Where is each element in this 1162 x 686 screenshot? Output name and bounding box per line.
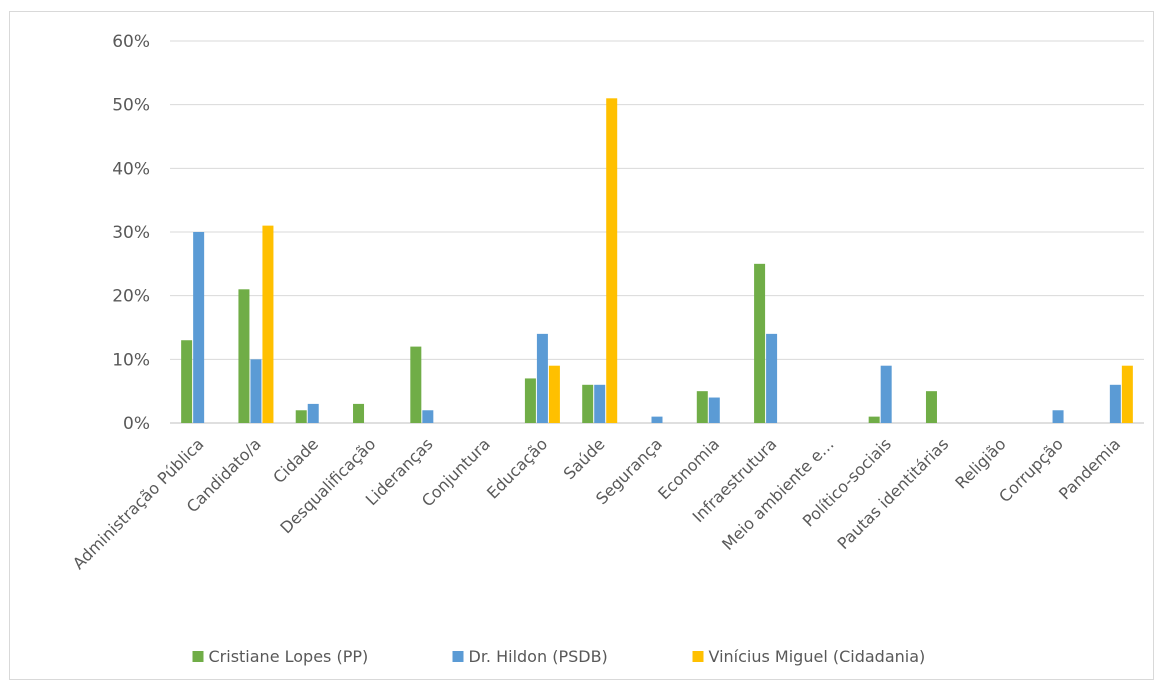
bar — [1121, 365, 1133, 423]
bar — [353, 403, 365, 423]
legend-label: Dr. Hildon (PSDB) — [469, 647, 608, 666]
bar — [651, 416, 663, 423]
bar — [307, 403, 319, 423]
bar — [582, 384, 594, 423]
legend-swatch — [452, 651, 464, 662]
x-tick-label: Religião — [951, 434, 1009, 492]
legend: Cristiane Lopes (PP) Dr. Hildon (PSDB) Vin… — [192, 647, 926, 666]
legend-swatch — [192, 651, 204, 662]
x-tick-label: Pandemia — [1055, 434, 1124, 503]
bar — [422, 410, 434, 423]
y-axis: 0% 10% 20% 30% 40% 50% 60% — [112, 32, 150, 434]
x-tick-label: Educação — [483, 434, 551, 502]
x-tick-label: Cidade — [269, 434, 322, 487]
y-tick-label: 0% — [123, 414, 150, 434]
y-tick-label: 50% — [112, 96, 150, 116]
y-tick-label: 20% — [112, 287, 150, 307]
bar — [410, 346, 422, 423]
y-tick-label: 30% — [112, 223, 150, 243]
bar — [295, 410, 307, 423]
legend-swatch — [692, 651, 704, 662]
legend-label: Cristiane Lopes (PP) — [209, 647, 369, 666]
bar — [754, 263, 766, 423]
bar — [925, 391, 937, 423]
bar — [606, 98, 618, 424]
bar — [708, 397, 720, 423]
legend-label: Vinícius Miguel (Cidadania) — [709, 647, 926, 666]
bar — [250, 359, 262, 423]
bar — [1109, 384, 1121, 423]
bar — [536, 333, 548, 423]
bar — [696, 391, 708, 423]
bar-chart: 0% 10% 20% 30% 40% 50% 60% Administração Públi… — [69, 32, 1144, 666]
y-tick-label: 10% — [112, 350, 150, 370]
bars — [181, 98, 1133, 424]
bar — [262, 225, 274, 423]
bar — [524, 378, 536, 423]
bar — [193, 232, 205, 423]
x-tick-label: Pautas identitárias — [834, 434, 953, 553]
bar — [594, 384, 606, 423]
bar — [181, 340, 193, 423]
bar — [868, 416, 880, 423]
y-tick-label: 40% — [112, 159, 150, 179]
x-tick-label: Saúde — [560, 434, 609, 483]
chart-frame: 0% 10% 20% 30% 40% 50% 60% Administração Públi… — [9, 11, 1154, 680]
bar — [766, 333, 778, 423]
bar — [880, 365, 892, 423]
bar — [238, 289, 250, 423]
y-tick-label: 60% — [112, 32, 150, 52]
gridlines — [170, 40, 1144, 424]
x-tick-label: Meio ambiente e… — [718, 434, 838, 554]
bar — [548, 365, 560, 423]
bar — [1052, 410, 1064, 423]
